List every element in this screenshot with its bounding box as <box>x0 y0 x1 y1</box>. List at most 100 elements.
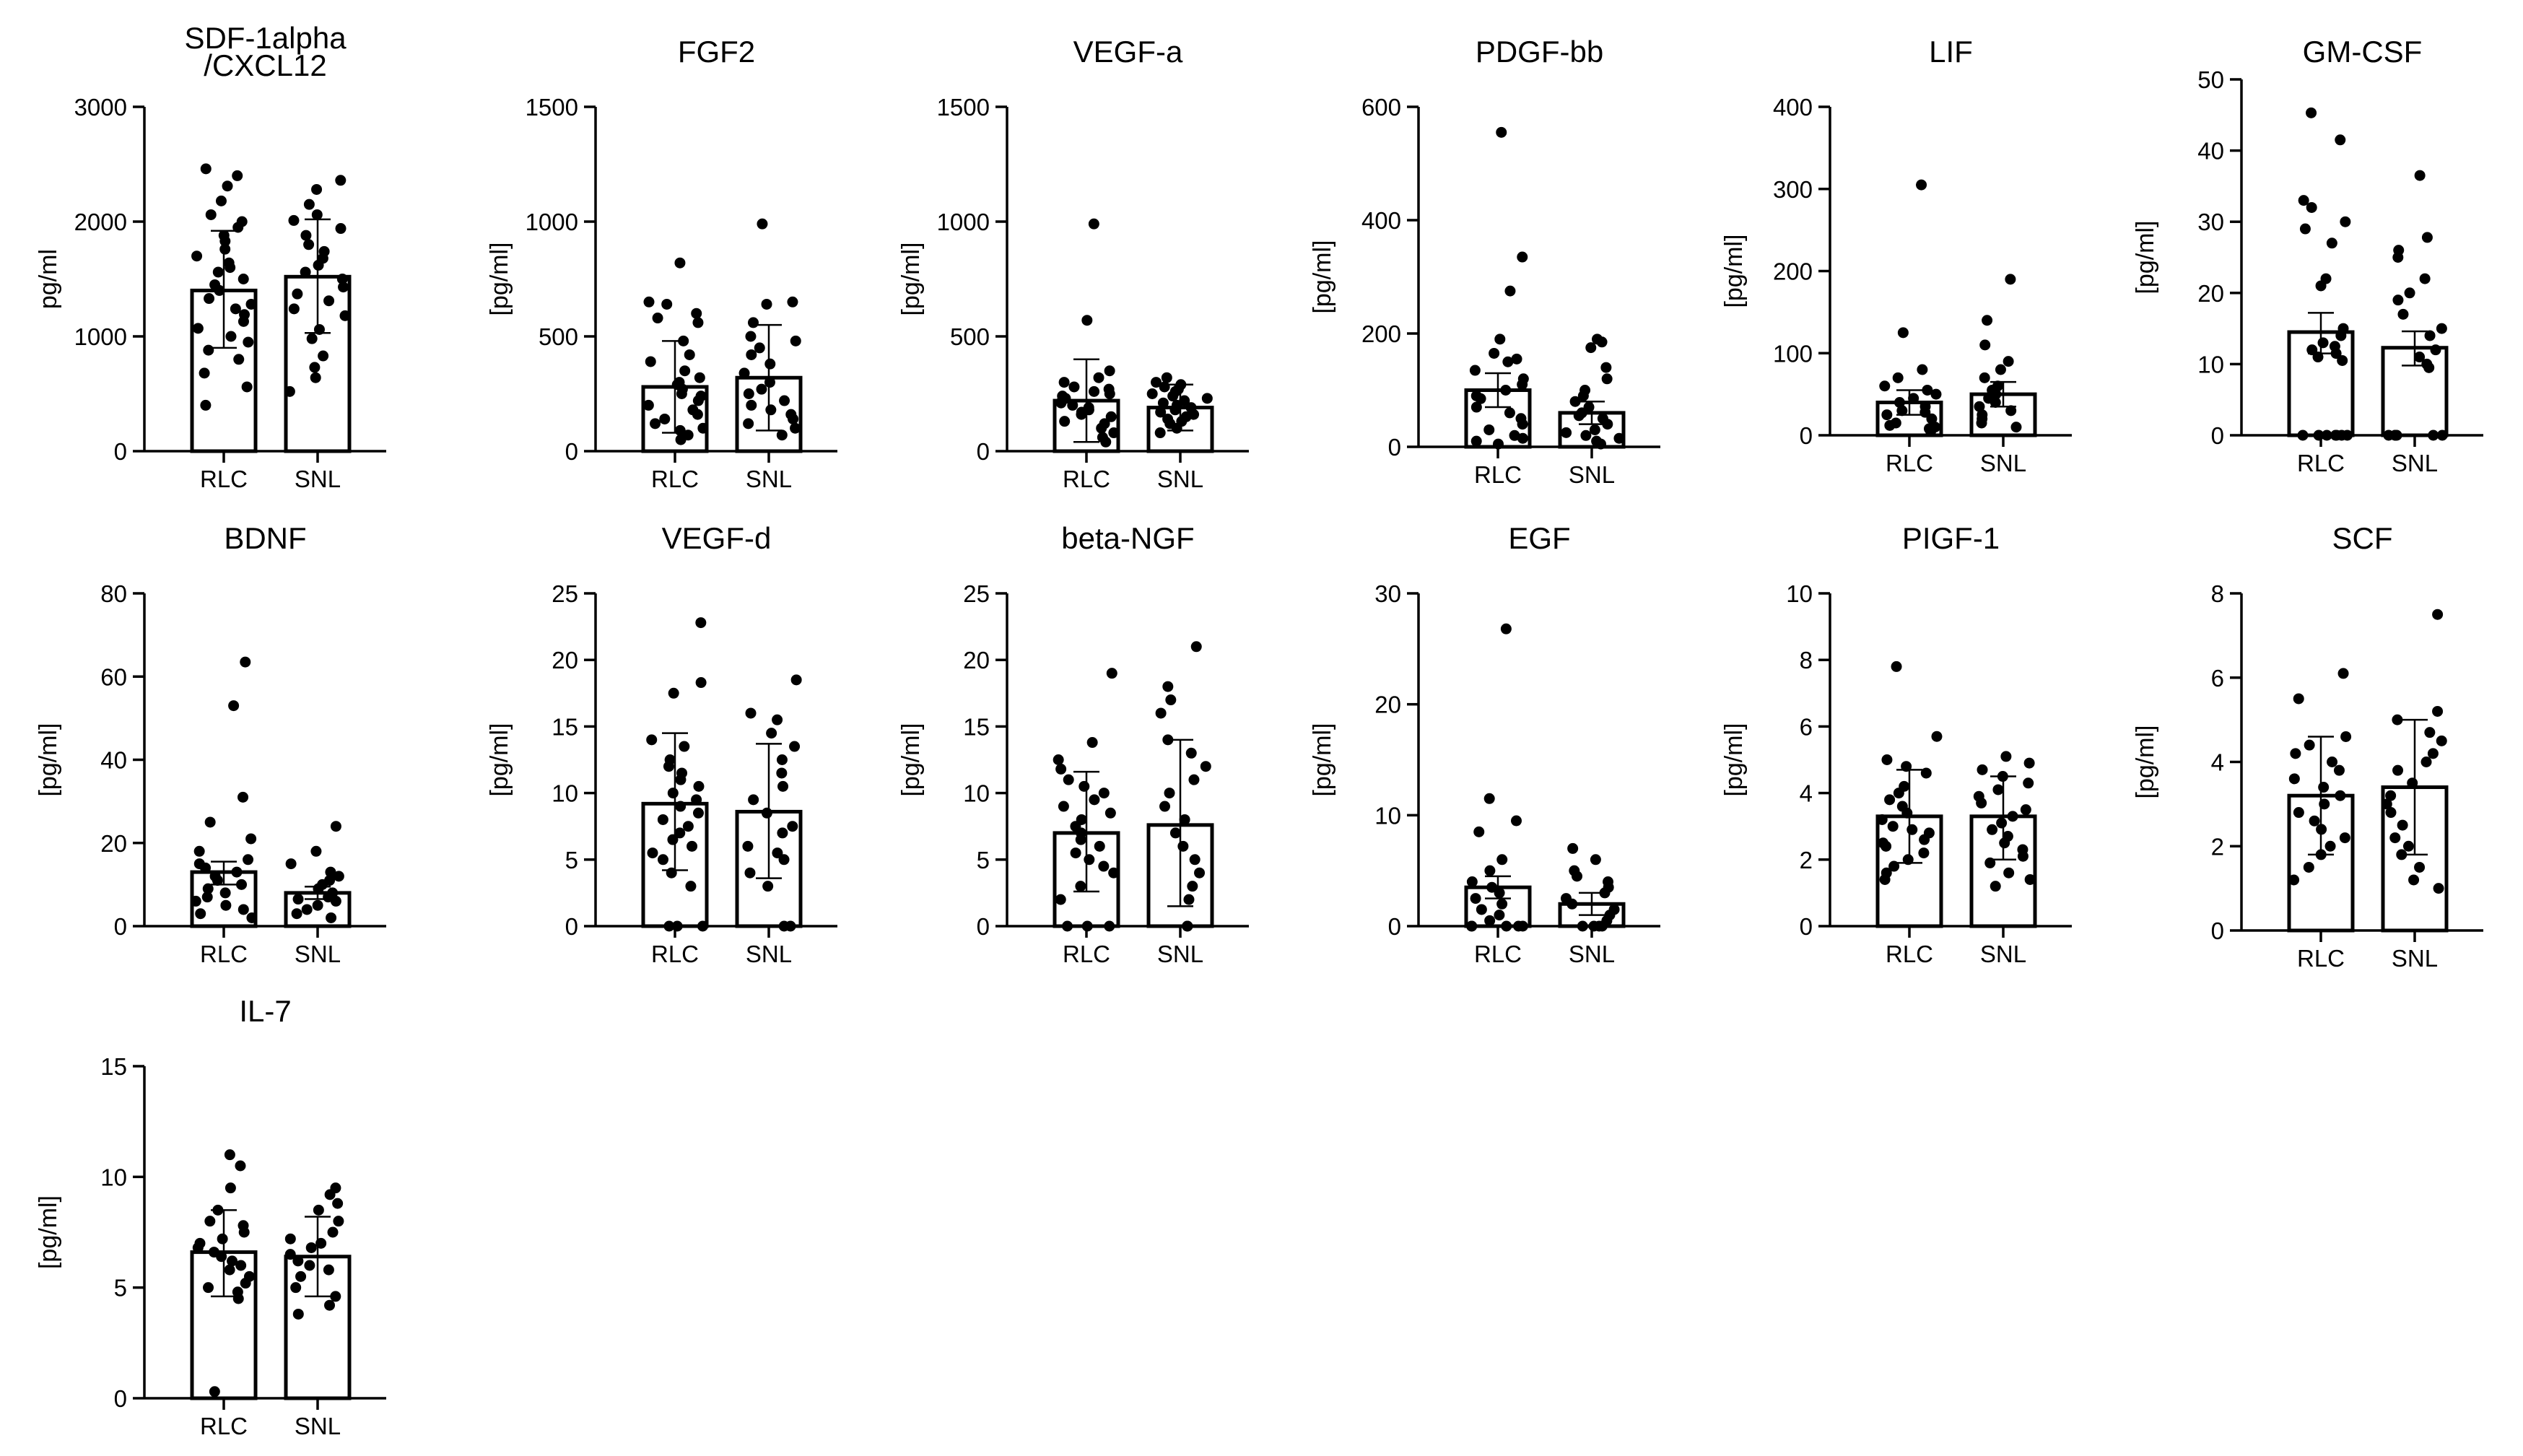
panel-12-data-point-rlc <box>2335 790 2346 801</box>
panel-3-y-axis-label: [pg/ml] <box>897 242 925 315</box>
panel-9-data-point-snl <box>1182 920 1193 932</box>
panel-10-y-tick-label: 20 <box>1374 692 1401 718</box>
panel-3-y-tick-label: 0 <box>977 438 990 465</box>
panel-12-data-point-snl <box>2424 727 2436 738</box>
panel-1-data-point-snl <box>300 230 312 241</box>
panel-1-data-point-rlc <box>238 315 249 327</box>
panel-9-y-tick-label: 10 <box>963 780 990 807</box>
panel-6-y-tick-label: 20 <box>2197 280 2224 307</box>
panel-11-category-label-rlc: RLC <box>1886 941 1933 967</box>
panel-13-data-point-snl <box>330 1291 341 1302</box>
panel-6-data-point-rlc <box>2315 280 2327 292</box>
panel-12-data-point-rlc <box>2316 824 2327 835</box>
panel-6-data-point-snl <box>2389 430 2401 441</box>
panel-10-data-point-rlc <box>1484 865 1496 876</box>
panel-9-data-point-rlc <box>1104 920 1115 932</box>
panel-6-data-point-rlc <box>2297 430 2309 441</box>
panel-1-data-point-snl <box>303 199 315 210</box>
panel-12-data-point-snl <box>2436 735 2447 746</box>
panel-9-y-axis-label: [pg/ml] <box>897 723 925 796</box>
panel-1-y-axis-label: pg/ml <box>35 249 62 309</box>
panel-7-data-point-snl <box>326 912 337 923</box>
panel-8-data-point-snl <box>777 780 789 792</box>
panel-3-data-point-rlc <box>1100 436 1112 448</box>
panel-9-data-point-rlc <box>1098 860 1110 872</box>
panel-1-data-point-rlc <box>238 274 249 284</box>
panel-1-data-point-rlc <box>205 209 217 220</box>
panel-8-data-point-rlc <box>646 734 658 746</box>
panel-5-data-point-rlc <box>1894 397 1905 408</box>
panel-2-data-point-rlc <box>642 399 654 411</box>
panel-9-data-point-snl <box>1162 734 1174 746</box>
panel-3-data-point-rlc <box>1105 411 1117 422</box>
panel-9-category-label-rlc: RLC <box>1063 941 1110 967</box>
panel-2-data-point-snl <box>743 418 754 430</box>
panel-12-data-point-rlc <box>2290 748 2301 759</box>
panel-9-data-point-snl <box>1159 801 1171 812</box>
panel-12-data-point-snl <box>2427 748 2439 759</box>
panel-6-data-point-snl <box>2436 430 2448 441</box>
panel-4-data-point-rlc <box>1489 347 1500 359</box>
panel-4-data-point-rlc <box>1502 356 1514 367</box>
panel-13-data-point-snl <box>332 1198 344 1209</box>
panel-12-category-label-snl: SNL <box>2392 945 2438 972</box>
panel-3-data-point-rlc <box>1089 385 1100 397</box>
panel-7-y-tick-label: 40 <box>100 747 127 774</box>
panel-4-data-point-rlc <box>1500 385 1512 396</box>
panel-12-data-point-snl <box>2433 883 2444 894</box>
panel-8-data-point-rlc <box>695 677 707 689</box>
panel-9-data-point-rlc <box>1106 668 1117 679</box>
panel-9-data-point-rlc <box>1086 737 1098 749</box>
panel-10-data-point-snl <box>1590 854 1601 866</box>
panel-12-data-point-snl <box>2385 807 2397 819</box>
panel-7-data-point-rlc <box>204 816 216 828</box>
panel-11-data-point-rlc <box>1907 824 1918 835</box>
panel-9-data-point-rlc <box>1058 801 1069 812</box>
panel-4-data-point-rlc <box>1496 126 1507 138</box>
panel-4-data-point-rlc <box>1504 285 1516 297</box>
panel-4-y-tick-label: 400 <box>1361 207 1401 234</box>
panel-12-data-point-rlc <box>2288 773 2300 785</box>
panel-5-y-axis-label: [pg/ml] <box>1720 234 1748 308</box>
panel-2-data-point-snl <box>745 331 757 342</box>
panel-11-data-point-rlc <box>1918 847 1930 859</box>
panel-13-data-point-rlc <box>225 1182 236 1194</box>
panel-3-data-point-snl <box>1146 388 1158 399</box>
panel-9-data-point-snl <box>1183 894 1195 905</box>
panel-1-y-tick-label: 1000 <box>74 323 127 350</box>
panel-11-data-point-snl <box>2017 850 2029 862</box>
panel-11-data-point-snl <box>1996 817 2008 829</box>
panel-13-data-point-rlc <box>203 1282 214 1294</box>
panel-13-data-point-snl <box>295 1270 307 1282</box>
panel-13-y-tick-label: 5 <box>114 1275 127 1302</box>
panel-13-y-axis-label: [pg/ml] <box>35 1195 62 1269</box>
panel-2-data-point-snl <box>787 296 798 308</box>
panel-12-title: SCF <box>2332 521 2393 555</box>
panel-1-title-line-2: /CXCL12 <box>204 48 326 82</box>
panel-6-data-point-rlc <box>2336 430 2348 441</box>
panel-8-data-point-rlc <box>657 814 668 825</box>
panel-13-data-point-rlc <box>224 1149 235 1161</box>
panel-7-data-point-rlc <box>238 904 249 915</box>
panel-6-data-point-snl <box>2404 287 2415 299</box>
panel-9-data-point-rlc <box>1055 763 1067 775</box>
panel-3-data-point-snl <box>1154 427 1166 439</box>
panel-1-category-label-rlc: RLC <box>200 466 248 492</box>
panel-2-data-point-rlc <box>684 349 695 360</box>
panel-8-data-point-rlc <box>674 827 686 839</box>
panel-13-category-label-snl: SNL <box>295 1413 341 1439</box>
panel-1-data-point-snl <box>336 274 348 284</box>
panel-13-data-point-rlc <box>227 1255 238 1267</box>
panel-2-data-point-snl <box>764 358 776 370</box>
panel-11-data-point-rlc <box>1920 767 1932 779</box>
panel-12-data-point-snl <box>2407 777 2418 789</box>
panel-11-data-point-snl <box>1977 764 1988 775</box>
panel-1-data-point-rlc <box>222 180 233 192</box>
panel-8-data-point-snl <box>787 821 798 832</box>
panel-10-data-point-snl <box>1567 842 1579 854</box>
panel-1-category-label-snl: SNL <box>295 466 341 492</box>
panel-6-data-point-rlc <box>2306 107 2317 118</box>
panel-8-data-point-snl <box>778 920 790 932</box>
panel-7-data-point-rlc <box>193 845 205 857</box>
panel-7-category-label-snl: SNL <box>295 941 341 967</box>
